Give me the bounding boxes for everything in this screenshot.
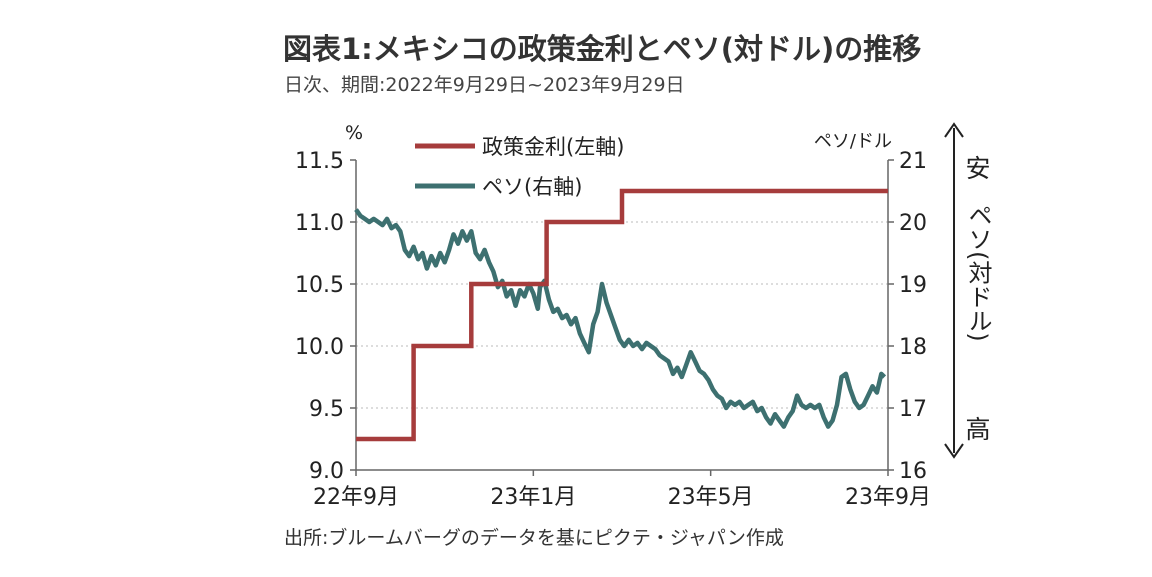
- right-tick-label: 16: [899, 459, 927, 484]
- annotation-arrow-up-icon: [944, 122, 964, 138]
- right-tick-labels: 21 20 19 18 17 16: [888, 149, 927, 484]
- legend: 政策金利(左軸) ペソ(右軸): [415, 135, 624, 199]
- right-tick-label: 18: [899, 335, 927, 360]
- annotation-middle-label: ペソ(対ドル): [964, 203, 992, 342]
- x-tick-label: 22年9月: [313, 485, 399, 510]
- annotation-bottom-label: 高: [965, 415, 990, 444]
- x-tick-labels: 22年9月 23年1月 23年5月 23年9月: [313, 470, 931, 510]
- x-tick-label: 23年9月: [845, 485, 931, 510]
- chart-title: 図表1:メキシコの政策金利とペソ(対ドル)の推移: [283, 32, 922, 66]
- legend-policy-rate-label: 政策金利(左軸): [482, 135, 624, 159]
- source-note: 出所:ブルームバーグのデータを基にピクテ・ジャパン作成: [284, 527, 784, 549]
- peso-series-line: [354, 208, 887, 429]
- right-tick-label: 21: [899, 149, 927, 174]
- chart-subtitle: 日次、期間:2022年9月29日~2023年9月29日: [284, 74, 685, 96]
- left-tick-labels: 11.5 11.0 10.5 10.0 9.5 9.0: [295, 149, 356, 484]
- x-tick-label: 23年5月: [668, 485, 754, 510]
- left-tick-label: 11.0: [295, 211, 344, 236]
- annotation-arrow-down-icon: [944, 443, 964, 459]
- right-annotation: 安 ペソ(対ドル) 高: [944, 122, 992, 459]
- left-axis-unit: %: [345, 122, 363, 144]
- left-tick-label: 11.5: [295, 149, 344, 174]
- x-tick-label: 23年1月: [490, 485, 576, 510]
- left-tick-label: 9.5: [309, 397, 344, 422]
- right-axis-unit: ペソ/ドル: [814, 131, 892, 152]
- left-tick-label: 9.0: [309, 459, 344, 484]
- legend-peso-label: ペソ(右軸): [482, 175, 582, 199]
- left-tick-label: 10.0: [295, 335, 344, 360]
- right-tick-label: 17: [899, 397, 927, 422]
- right-tick-label: 20: [899, 211, 927, 236]
- left-tick-label: 10.5: [295, 273, 344, 298]
- right-tick-label: 19: [899, 273, 927, 298]
- grid-lines: [356, 221, 888, 409]
- annotation-top-label: 安: [965, 154, 990, 183]
- policy-rate-series-line: [356, 188, 888, 442]
